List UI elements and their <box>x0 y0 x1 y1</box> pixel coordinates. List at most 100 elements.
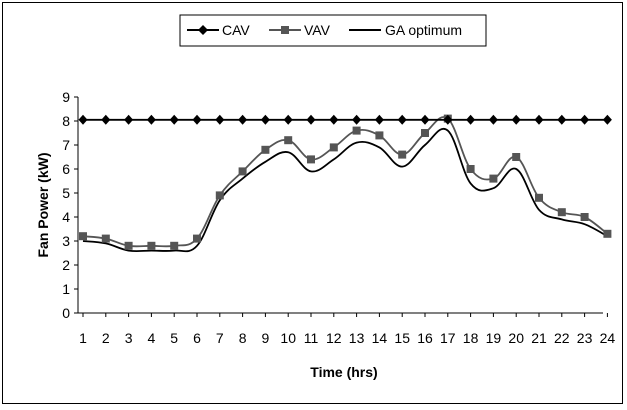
data-point-cav <box>306 114 316 125</box>
legend-label-cav: CAV <box>222 22 250 38</box>
data-point-vav <box>375 131 384 140</box>
x-tick-label: 2 <box>102 330 110 346</box>
data-point-vav <box>215 191 224 200</box>
data-point-cav <box>488 114 498 125</box>
y-tick-label: 0 <box>62 305 70 321</box>
series-line-vav <box>82 116 608 248</box>
data-point-vav <box>603 229 612 238</box>
x-tick-label: 19 <box>486 330 502 346</box>
legend-box <box>179 14 487 47</box>
data-point-cav <box>329 114 339 125</box>
data-point-cav <box>169 114 179 125</box>
x-tick-label: 13 <box>349 330 365 346</box>
x-tick-label: 21 <box>531 330 547 346</box>
data-point-vav <box>398 150 407 159</box>
x-tick-label: 14 <box>372 330 388 346</box>
data-point-cav <box>466 114 476 125</box>
data-point-cav <box>511 114 521 125</box>
data-point-vav <box>466 165 475 173</box>
y-tick-label: 3 <box>62 233 70 249</box>
x-tick-label: 23 <box>577 330 593 346</box>
x-tick-label: 10 <box>280 330 296 346</box>
data-point-vav <box>329 143 338 152</box>
legend-item-vav: VAV <box>269 22 331 38</box>
data-point-vav <box>512 153 521 161</box>
data-point-cav <box>374 114 384 125</box>
x-tick-label: 3 <box>125 330 133 346</box>
x-tick-label: 15 <box>394 330 410 346</box>
x-tick-label: 9 <box>262 330 270 346</box>
data-point-vav <box>535 193 543 202</box>
x-tick-label: 17 <box>440 330 456 346</box>
x-tick-label: 4 <box>148 330 156 346</box>
x-tick-label: 16 <box>417 330 433 346</box>
legend-label-ga-optimum: GA optimum <box>385 22 462 38</box>
y-tick-label: 5 <box>62 185 70 201</box>
x-tick-label: 5 <box>170 330 178 346</box>
data-point-vav <box>170 241 179 250</box>
y-tick-label: 9 <box>62 89 70 105</box>
y-tick-label: 1 <box>62 281 70 297</box>
legend-label-vav: VAV <box>304 22 331 38</box>
y-tick-label: 2 <box>62 257 70 273</box>
data-point-cav <box>124 114 134 125</box>
data-point-cav <box>352 114 362 125</box>
data-point-vav <box>307 155 315 164</box>
data-point-cav <box>420 114 430 125</box>
y-tick-label: 8 <box>62 113 70 129</box>
y-tick-label: 7 <box>62 137 70 153</box>
data-point-cav <box>283 114 293 125</box>
x-tick-label: 7 <box>216 330 224 346</box>
data-point-cav <box>397 114 407 125</box>
legend-item-cav: CAV <box>187 22 250 38</box>
legend: CAV VAV GA optimum <box>179 14 487 47</box>
x-tick-label: 18 <box>463 330 479 346</box>
y-axis-ticks: 0 1 2 3 4 5 6 7 8 9 <box>62 89 78 321</box>
x-tick-label: 6 <box>193 330 201 346</box>
x-axis-title: Time (hrs) <box>310 364 377 380</box>
data-point-cav <box>238 114 248 125</box>
data-point-vav <box>79 232 87 241</box>
data-point-cav <box>146 114 156 125</box>
x-tick-label: 20 <box>508 330 524 346</box>
data-point-cav <box>260 114 270 125</box>
x-tick-label: 24 <box>600 330 616 346</box>
data-point-cav <box>78 114 88 125</box>
legend-marker-cav <box>198 25 208 35</box>
legend-item-ga-optimum: GA optimum <box>349 22 462 38</box>
x-tick-label: 12 <box>326 330 342 346</box>
data-point-cav <box>534 114 544 125</box>
data-point-cav <box>443 114 453 125</box>
data-point-vav <box>557 208 566 217</box>
x-tick-label: 1 <box>79 330 87 346</box>
data-point-vav <box>352 126 361 135</box>
data-point-cav <box>215 114 225 125</box>
x-axis-ticks: 1 2 3 4 5 6 7 8 9 10 11 12 13 14 15 16 17 18 19 20 21 22 23 24 <box>79 313 615 346</box>
data-point-vav <box>193 234 201 243</box>
data-point-cav <box>192 114 202 125</box>
data-point-vav <box>489 174 498 183</box>
data-point-vav <box>580 213 589 221</box>
data-point-cav <box>101 114 111 125</box>
series-line-ga-optimum <box>82 128 608 253</box>
y-tick-label: 4 <box>62 209 70 225</box>
data-point-vav <box>124 241 133 250</box>
x-tick-label: 11 <box>304 330 319 346</box>
y-axis-title: Fan Power (kW) <box>35 152 51 257</box>
data-point-cav <box>580 114 590 125</box>
data-point-vav <box>261 145 270 154</box>
data-point-vav <box>238 167 247 176</box>
data-point-vav <box>421 129 429 137</box>
x-tick-label: 22 <box>554 330 570 346</box>
data-point-vav <box>284 136 293 145</box>
data-point-cav <box>557 114 567 125</box>
data-point-vav <box>101 234 110 243</box>
series-layer <box>78 114 612 253</box>
data-point-cav <box>602 114 612 125</box>
y-tick-label: 6 <box>62 161 70 177</box>
legend-marker-vav <box>281 26 289 34</box>
data-point-vav <box>147 241 156 250</box>
x-tick-label: 8 <box>239 330 247 346</box>
